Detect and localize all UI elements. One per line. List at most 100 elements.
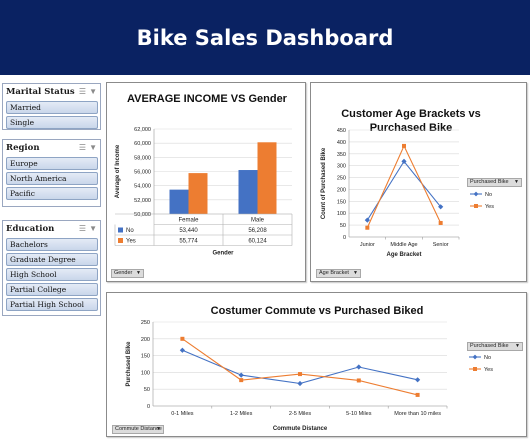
dropdown-arrow-icon: ▼ [136, 270, 141, 276]
slicer-item-north-america[interactable]: North America [6, 172, 98, 185]
data-point [401, 158, 407, 164]
y-tick-label: 60,000 [134, 141, 151, 147]
multi-select-icon[interactable]: ☰ [78, 223, 87, 233]
y-tick-label: 300 [337, 164, 346, 170]
y-tick-label: 100 [337, 211, 346, 217]
slicer-marital-status: Marital Status ☰ ▼ Married Single [2, 83, 101, 130]
dropdown-arrow-icon: ▼ [515, 343, 520, 349]
series-line [366, 144, 442, 228]
legend-label: No [484, 355, 491, 361]
y-axis-title: Purchased Bike [126, 341, 132, 387]
y-tick-label: 50 [340, 223, 346, 229]
y-tick-label: 52,000 [134, 198, 151, 204]
field-button-label: Age Bracket [319, 270, 349, 276]
series-line [366, 160, 442, 221]
legend-label: No [485, 192, 492, 198]
commute-chart-panel[interactable]: Costumer Commute vs Purchased Biked 0 50 1… [106, 292, 527, 437]
y-tick-label: 100 [141, 370, 150, 376]
series-line [182, 349, 418, 385]
x-tick-label: Senior [433, 242, 449, 248]
data-point [402, 143, 406, 148]
commute-distance-field-button[interactable]: Commute Distance ▼ [112, 425, 164, 434]
y-tick-label: 58,000 [134, 155, 151, 161]
dashboard-banner: Bike Sales Dashboard [0, 0, 530, 75]
multi-select-icon[interactable]: ☰ [78, 86, 87, 96]
slicer-header: Marital Status ☰ ▼ [3, 84, 100, 99]
data-point [238, 372, 244, 378]
legend-marker [473, 367, 477, 371]
slicer-item-high-school[interactable]: High School [6, 268, 98, 281]
income-gender-chart-panel[interactable]: AVERAGE INCOME VS Gender 50,000 52,000 54,… [106, 82, 306, 282]
data-table-value: 55,774 [179, 239, 198, 245]
data-point [297, 380, 303, 387]
slicer-item-partial-college[interactable]: Partial College [6, 283, 98, 296]
legend-label: Yes [126, 239, 136, 245]
y-tick-label: 250 [141, 320, 150, 326]
data-point [365, 225, 370, 230]
legend-title: Purchased Bike [470, 179, 509, 185]
clear-filter-icon[interactable]: ▼ [89, 223, 97, 233]
slicer-item-partial-high-school[interactable]: Partial High School [6, 298, 98, 311]
y-tick-label: 50,000 [134, 212, 151, 218]
data-point [415, 377, 421, 383]
dropdown-arrow-icon: ▼ [156, 426, 161, 432]
x-tick-label: More than 10 miles [394, 411, 441, 417]
bar [169, 189, 189, 214]
multi-select-icon[interactable]: ☰ [78, 142, 87, 152]
slicer-title: Region [6, 142, 40, 153]
y-tick-label: 0 [147, 404, 150, 410]
slicer-item-bachelors[interactable]: Bachelors [6, 238, 98, 251]
slicer-item-pacific[interactable]: Pacific [6, 187, 98, 200]
data-point [298, 372, 302, 377]
x-tick-label: 5-10 Miles [346, 411, 372, 417]
slicer-item-graduate-degree[interactable]: Graduate Degree [6, 253, 98, 266]
slicer-title: Marital Status [6, 86, 75, 97]
clear-filter-icon[interactable]: ▼ [89, 86, 97, 96]
y-tick-label: 62,000 [134, 127, 151, 133]
age-bracket-field-button[interactable]: Age Bracket ▼ [316, 269, 361, 278]
purchased-bike-legend-button[interactable]: Purchased Bike ▼ [467, 342, 523, 351]
y-tick-label: 54,000 [134, 184, 151, 190]
slicer-header: Education ☰ ▼ [3, 221, 100, 236]
purchased-bike-legend-button[interactable]: Purchased Bike ▼ [467, 178, 522, 187]
y-tick-label: 0 [343, 235, 346, 241]
slicer-item-married[interactable]: Married [6, 101, 98, 114]
age-bracket-chart-panel[interactable]: Customer Age Brackets vs Purchased Bike … [310, 82, 527, 282]
y-tick-label: 200 [141, 337, 150, 343]
legend-label: No [126, 228, 134, 234]
legend-label: Yes [484, 367, 493, 373]
dashboard-title: Bike Sales Dashboard [136, 25, 394, 50]
field-button-label: Gender [114, 270, 133, 276]
data-point [364, 217, 370, 223]
x-tick-label: Male [251, 218, 265, 224]
data-point [356, 378, 361, 383]
y-axis-title: Average of Income [115, 144, 121, 198]
data-table-value: 53,440 [179, 228, 198, 234]
slicer-education: Education ☰ ▼ Bachelors Graduate Degree … [2, 220, 101, 316]
x-tick-label: Junior [360, 242, 375, 248]
data-point [239, 378, 244, 383]
y-tick-label: 150 [141, 354, 150, 360]
legend-marker [473, 191, 479, 197]
slicer-item-europe[interactable]: Europe [6, 157, 98, 170]
data-table-value: 56,208 [248, 228, 267, 234]
gender-field-button[interactable]: Gender ▼ [111, 269, 144, 278]
income-gender-chart: 50,000 52,000 54,000 56,000 58,000 60,000 62,0… [114, 127, 293, 257]
chart-title: Customer Age Brackets vs Purchased Bike [341, 108, 481, 134]
slicer-title: Education [6, 223, 55, 234]
slicer-item-single[interactable]: Single [6, 116, 98, 129]
data-point [179, 347, 185, 353]
y-tick-label: 450 [337, 128, 346, 134]
clear-filter-icon[interactable]: ▼ [89, 142, 97, 152]
data-point [438, 220, 443, 225]
dropdown-arrow-icon: ▼ [514, 179, 519, 185]
legend-marker [474, 204, 478, 208]
commute-chart: 0 50 100 150 200 250 0-1 Miles 1-2 Miles 2-5 Mil… [126, 320, 493, 432]
y-tick-label: 150 [337, 199, 346, 205]
data-table-value: 60,124 [248, 239, 267, 245]
bar [188, 173, 208, 214]
slicer-region: Region ☰ ▼ Europe North America Pacific [2, 139, 101, 207]
x-tick-label: Female [178, 218, 199, 224]
data-point [356, 364, 362, 370]
x-tick-label: 1-2 Miles [230, 411, 253, 417]
